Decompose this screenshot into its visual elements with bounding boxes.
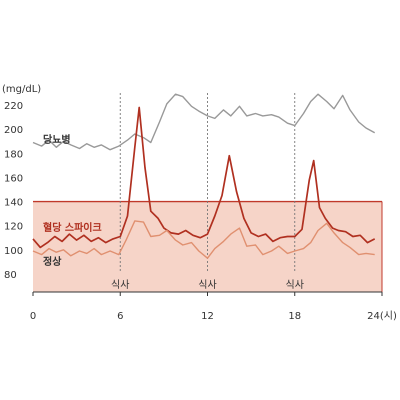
meal-label: 식사 (111, 279, 129, 291)
x-tick-label: 6 (117, 311, 123, 322)
series-line-2 (32, 106, 376, 249)
x-tick-label: 12 (201, 311, 214, 322)
series-label-1: 당뇨병 (43, 133, 71, 146)
series-label-2: 혈당 스파이크 (43, 221, 102, 234)
y-tick-label: 200 (4, 125, 23, 136)
y-tick-label: 80 (4, 270, 17, 281)
y-tick-label: 100 (4, 246, 23, 257)
series-line-3 (32, 220, 375, 259)
x-tick-label: 0 (30, 311, 36, 322)
y-axis-unit: (mg/dL) (2, 84, 41, 95)
y-tick-label: 220 (4, 101, 23, 112)
meal-label: 식사 (286, 279, 304, 291)
y-tick-label: 180 (4, 149, 23, 160)
meal-label: 식사 (198, 279, 216, 291)
y-tick-label: 120 (4, 222, 23, 233)
y-tick-label: 160 (4, 173, 23, 184)
series-line-1 (32, 93, 376, 151)
series-label-3: 정상 (43, 255, 62, 268)
x-tick-label: 18 (288, 311, 301, 322)
y-tick-label: 140 (4, 198, 23, 209)
x-tick-label: 24(시) (367, 310, 397, 322)
